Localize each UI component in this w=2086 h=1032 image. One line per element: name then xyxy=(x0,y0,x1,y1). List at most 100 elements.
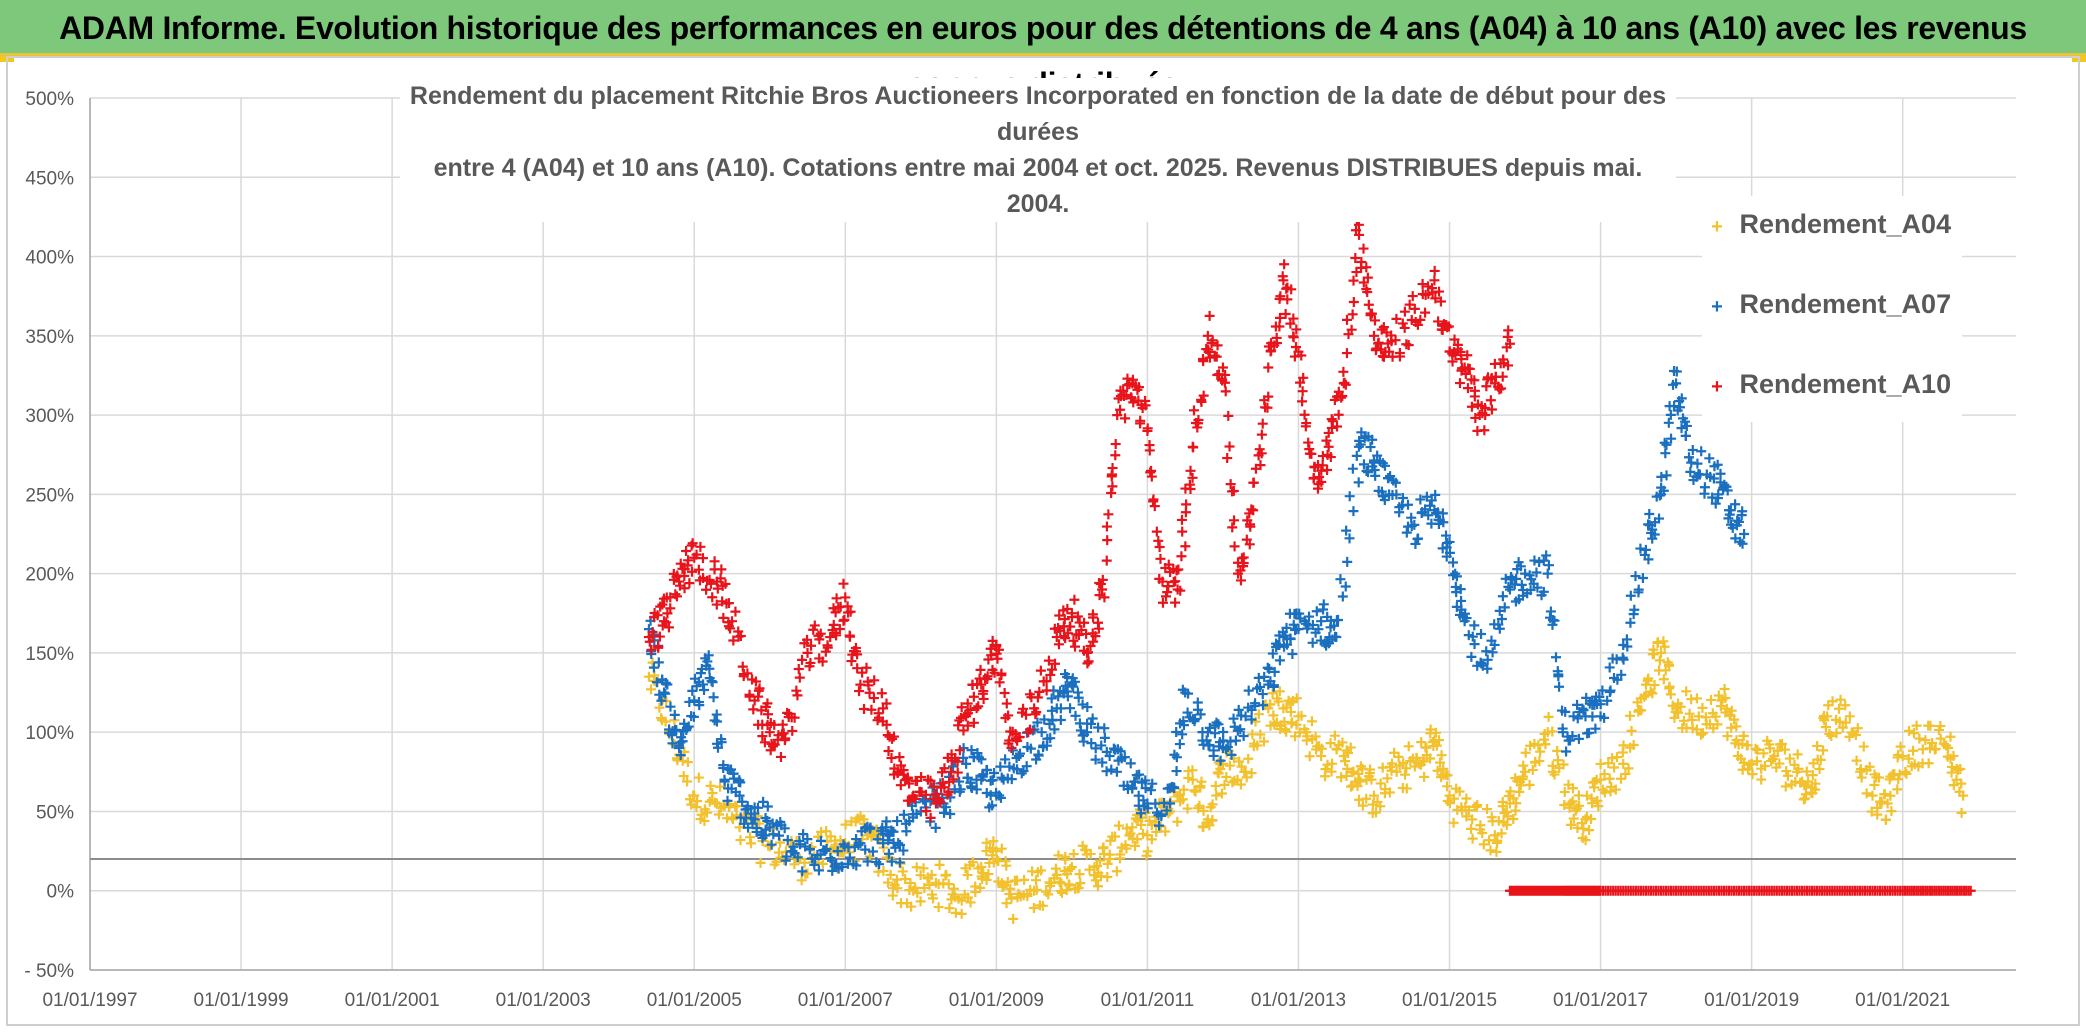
rendement-a07-marker xyxy=(1567,730,1578,741)
rendement-a07-marker xyxy=(1401,527,1412,538)
rendement-a07-marker xyxy=(1715,468,1726,479)
rendement-a04-marker xyxy=(1114,853,1125,864)
rendement-a07-point xyxy=(1671,378,1682,389)
rendement-a04-marker xyxy=(1400,769,1410,780)
rendement-a10-marker xyxy=(1256,429,1267,440)
rendement-a10-marker xyxy=(705,578,716,589)
rendement-a04-marker xyxy=(1216,788,1227,799)
rendement-a07-marker xyxy=(1379,495,1390,506)
rendement-a04-marker xyxy=(1691,724,1702,735)
rendement-a10-marker xyxy=(817,656,828,667)
rendement-a10-marker xyxy=(993,644,1004,655)
rendement-a07-marker xyxy=(1230,735,1241,746)
rendement-a10-marker xyxy=(675,558,686,569)
rendement-a07-marker xyxy=(1133,790,1144,801)
rendement-a04-marker xyxy=(1869,780,1880,791)
rendement-a10-marker xyxy=(1176,551,1187,562)
rendement-a04-marker xyxy=(981,874,992,885)
rendement-a10-point xyxy=(1504,338,1515,349)
rendement-a10-marker xyxy=(1035,665,1046,676)
y-tick-label: 50% xyxy=(36,802,74,823)
rendement-a07-marker xyxy=(1616,669,1627,680)
rendement-a04-marker xyxy=(1031,884,1042,895)
rendement-a07-point xyxy=(1739,529,1750,539)
rendement-a04-marker xyxy=(1664,681,1675,692)
rendement-a07-marker xyxy=(1604,662,1615,673)
rendement-a04-marker xyxy=(1008,913,1019,924)
rendement-a10-marker xyxy=(1101,555,1112,566)
rendement-a04-marker xyxy=(1084,864,1095,875)
rendement-a07-marker xyxy=(1448,557,1459,568)
rendement-a07-marker xyxy=(874,859,885,870)
rendement-a07-marker xyxy=(1450,581,1461,592)
rendement-a10-marker xyxy=(909,793,920,804)
rendement-a10-marker xyxy=(1097,574,1108,585)
rendement-a10-marker xyxy=(1244,539,1255,550)
rendement-a07-marker xyxy=(1487,647,1498,658)
rendement-a04-marker xyxy=(1956,778,1967,789)
rendement-a04-marker xyxy=(1053,850,1064,861)
rendement-a04-marker xyxy=(1364,768,1375,779)
rendement-a10-marker xyxy=(1346,324,1357,335)
rendement-a07-marker xyxy=(1551,652,1561,663)
rendement-a10-marker xyxy=(939,763,950,774)
rendement-a07-marker xyxy=(1497,591,1508,602)
rendement-a04-marker xyxy=(654,702,665,713)
rendement-a10-marker xyxy=(789,712,800,723)
rendement-a07-marker xyxy=(719,776,730,787)
rendement-a04-point xyxy=(1104,854,1115,865)
rendement-a10-point xyxy=(1006,743,1017,754)
rendement-a04-point xyxy=(1769,750,1780,761)
rendement-a07-marker xyxy=(1221,744,1232,755)
rendement-a10-marker xyxy=(978,686,989,697)
chart-legend: + Rendement_A04 + Rendement_A07 + Rendem… xyxy=(1702,196,1962,422)
rendement-a10-marker xyxy=(1339,377,1350,388)
rendement-a04-marker xyxy=(941,869,952,880)
rendement-a10-marker xyxy=(1220,369,1231,380)
rendement-a07-marker xyxy=(1101,766,1112,777)
rendement-a10-marker xyxy=(1161,591,1171,602)
rendement-a07-point xyxy=(1316,616,1327,627)
rendement-a07-marker xyxy=(1262,662,1273,673)
rendement-a04-marker xyxy=(1036,865,1047,876)
rendement-a04-marker xyxy=(1418,756,1429,767)
rendement-a10-marker xyxy=(968,691,979,702)
rendement-a07-marker xyxy=(1156,810,1167,821)
legend-label-a07: Rendement_A07 xyxy=(1739,289,1952,319)
rendement-a10-marker xyxy=(1274,312,1285,323)
rendement-a07-marker xyxy=(1021,761,1032,772)
rendement-a04-marker xyxy=(906,901,917,912)
rendement-a10-marker xyxy=(1350,253,1361,264)
rendement-a04-marker xyxy=(1956,807,1967,818)
rendement-a04-marker xyxy=(1316,743,1327,754)
x-tick-label: 01/01/2019 xyxy=(1704,990,1799,1011)
rendement-a04-marker xyxy=(1442,770,1453,781)
rendement-a04-marker xyxy=(996,843,1007,854)
rendement-a07-marker xyxy=(1676,393,1687,404)
rendement-a04-point xyxy=(1520,766,1531,777)
rendement-a10-marker xyxy=(902,772,913,783)
rendement-a07-marker xyxy=(1313,624,1324,635)
rendement-a04-marker xyxy=(1075,878,1086,889)
rendement-a10-marker xyxy=(845,606,856,617)
rendement-a10-marker xyxy=(1173,564,1184,575)
rendement-a04-marker xyxy=(1375,801,1386,812)
rendement-a07-marker xyxy=(1532,582,1543,593)
rendement-a07-marker xyxy=(820,845,831,856)
rendement-a07-marker xyxy=(1171,726,1182,737)
rendement-a10-marker xyxy=(1110,439,1121,450)
rendement-a04-marker xyxy=(1687,714,1698,725)
rendement-a07-marker xyxy=(1078,736,1089,747)
rendement-a04-marker xyxy=(1361,793,1372,804)
rendement-a10-marker xyxy=(1443,321,1454,332)
rendement-a07-marker xyxy=(1466,651,1477,662)
rendement-a04-marker xyxy=(1628,740,1639,751)
rendement-a04-marker xyxy=(915,896,926,907)
rendement-a10-marker xyxy=(1462,383,1473,394)
rendement-a07-marker xyxy=(1494,623,1505,634)
rendement-a10-marker xyxy=(1378,322,1389,333)
rendement-a10-point xyxy=(1202,330,1213,341)
rendement-a04-marker xyxy=(1221,772,1232,783)
rendement-a10-marker xyxy=(1365,310,1376,321)
rendement-a07-marker xyxy=(1545,606,1556,617)
